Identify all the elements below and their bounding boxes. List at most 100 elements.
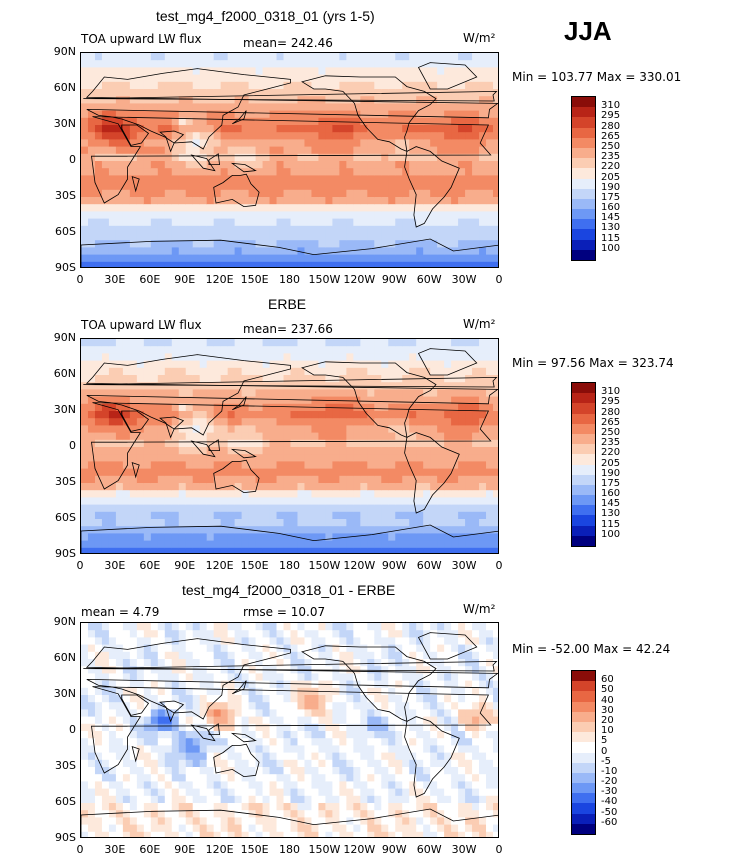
heatmap-cell <box>367 197 375 205</box>
heatmap-cell <box>353 709 361 718</box>
heatmap-cell <box>255 233 264 241</box>
heatmap-cell <box>248 831 257 837</box>
heatmap-cell <box>290 680 299 689</box>
heatmap-cell <box>185 526 194 534</box>
heatmap-cell <box>178 795 187 804</box>
heatmap-cell <box>283 339 292 347</box>
heatmap-cell <box>81 139 89 148</box>
heatmap-cell <box>157 803 166 811</box>
heatmap-cell <box>199 709 208 718</box>
heatmap-cell <box>115 687 124 696</box>
heatmap-cell <box>171 233 180 241</box>
heatmap-cell <box>465 103 473 112</box>
heatmap-cell <box>276 623 285 631</box>
heatmap-cell <box>360 339 368 347</box>
colorbar-tick-label: 190 <box>601 467 621 479</box>
heatmap-cell <box>213 197 222 205</box>
heatmap-cell <box>108 759 117 768</box>
heatmap-cell <box>360 197 368 205</box>
heatmap-cell <box>388 483 396 491</box>
heatmap-cell <box>157 396 166 405</box>
heatmap-cell <box>192 817 201 826</box>
heatmap-cell <box>290 716 299 725</box>
heatmap-cell <box>430 182 438 191</box>
lon-tick-label: 60E <box>139 559 161 572</box>
heatmap-cell <box>283 110 292 119</box>
heatmap-cell <box>479 218 487 227</box>
heatmap-cell <box>304 759 313 768</box>
heatmap-cell <box>227 644 236 653</box>
heatmap-cell <box>248 738 257 746</box>
heatmap-cell <box>157 81 166 90</box>
heatmap-cell <box>87 454 96 462</box>
coastline <box>91 116 492 204</box>
heatmap-cell <box>290 511 299 520</box>
heatmap-cell <box>465 454 473 462</box>
heatmap-cell <box>157 367 166 376</box>
heatmap-cell <box>458 254 466 263</box>
heatmap-cell <box>171 630 180 638</box>
heatmap-cell <box>241 490 250 498</box>
heatmap-cell <box>458 125 466 133</box>
heatmap-cell <box>164 490 173 498</box>
heatmap-cell <box>171 623 180 631</box>
heatmap-cell <box>325 168 333 176</box>
heatmap-cell <box>164 745 173 754</box>
heatmap-cell <box>493 497 498 506</box>
heatmap-cell <box>346 211 354 220</box>
heatmap-cell <box>185 824 194 833</box>
heatmap-cell <box>87 738 96 746</box>
heatmap-cell <box>367 360 375 369</box>
heatmap-cell <box>269 375 278 383</box>
heatmap-cell <box>339 695 347 703</box>
heatmap-cell <box>143 519 152 527</box>
heatmap-cell <box>276 673 285 682</box>
heatmap-cell <box>227 89 236 97</box>
heatmap-cell <box>283 375 292 383</box>
heatmap-cell <box>339 731 347 739</box>
heatmap-cell <box>276 504 285 513</box>
heatmap-cell <box>493 182 498 191</box>
heatmap-cell <box>290 644 299 653</box>
heatmap-cell <box>248 153 257 162</box>
heatmap-cell <box>311 767 320 775</box>
heatmap-cell <box>213 630 222 638</box>
heatmap-cell <box>213 432 222 441</box>
heatmap-cell <box>81 247 89 256</box>
heatmap-cell <box>150 353 159 362</box>
heatmap-cell <box>276 745 285 754</box>
heatmap-cell <box>332 418 340 426</box>
heatmap-cell <box>122 153 131 162</box>
heatmap-cell <box>199 425 208 434</box>
heatmap-cell <box>192 89 201 97</box>
heatmap-cell <box>395 353 403 362</box>
heatmap-cell <box>143 803 152 811</box>
heatmap-cell <box>437 483 445 491</box>
heatmap-cell <box>360 425 368 434</box>
heatmap-cell <box>94 411 103 419</box>
heatmap-cell <box>164 96 173 104</box>
heatmap-cell <box>227 461 236 470</box>
heatmap-cell <box>297 630 306 638</box>
heatmap-cell <box>374 367 382 376</box>
heatmap-cell <box>143 738 152 746</box>
heatmap-cell <box>304 375 313 383</box>
heatmap-cell <box>269 225 278 234</box>
heatmap-cell <box>81 831 89 837</box>
heatmap-cell <box>171 439 180 448</box>
heatmap-cell <box>150 117 159 126</box>
heatmap-cell <box>87 117 96 126</box>
heatmap-cell <box>472 346 480 354</box>
heatmap-cell <box>206 810 215 818</box>
heatmap-cell <box>192 53 201 61</box>
heatmap-cell <box>171 519 180 527</box>
heatmap-cell <box>346 767 354 775</box>
heatmap-cell <box>81 225 89 234</box>
heatmap-cell <box>262 60 271 68</box>
heatmap-cell <box>255 788 264 797</box>
heatmap-cell <box>276 497 285 506</box>
heatmap-cell <box>339 454 347 462</box>
heatmap-cell <box>360 702 368 710</box>
heatmap-cell <box>262 189 271 198</box>
colorbar-tick-label: 175 <box>601 477 621 489</box>
